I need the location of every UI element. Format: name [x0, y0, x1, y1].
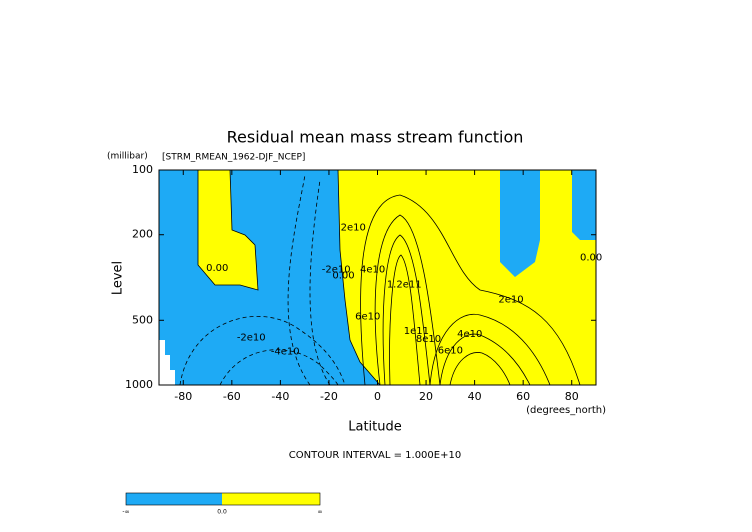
- colorbar: -∞ 0.0 ∞: [122, 492, 323, 516]
- colorbar-positive: [222, 493, 320, 505]
- contour-label: 2e10: [498, 294, 523, 305]
- contour-label: 1e11: [404, 326, 429, 337]
- x-tick-label: 80: [565, 390, 579, 403]
- contour-line: [429, 313, 551, 386]
- y-units: (millibar): [107, 152, 148, 162]
- x-tick-label: 60: [516, 390, 530, 403]
- contour-label: -2e10: [237, 332, 266, 343]
- subtitle: [STRM_RMEAN_1962-DJF_NCEP]: [162, 153, 305, 163]
- contour-label: 6e10: [355, 311, 380, 322]
- x-tick-label: -20: [320, 390, 338, 403]
- contour-line: [309, 179, 331, 386]
- contour-label: -4e10: [271, 347, 300, 358]
- contour-label: 2e10: [341, 222, 366, 233]
- x-tick-label: -40: [271, 390, 289, 403]
- x-units: (degrees_north): [526, 405, 606, 416]
- x-tick-label: 20: [419, 390, 433, 403]
- colorbar-label: ∞: [318, 509, 323, 516]
- contour-line: [382, 234, 431, 386]
- y-tick-label: 1000: [125, 378, 153, 391]
- contour-label: 4e10: [360, 264, 385, 275]
- contour-label: -2e10: [322, 264, 351, 275]
- x-tick-label: 40: [468, 390, 482, 403]
- field: [158, 169, 597, 386]
- colorbar-frame: [125, 492, 321, 506]
- y-tick-label: 500: [132, 313, 153, 326]
- contour-line: [449, 352, 511, 386]
- x-tick-label: -60: [223, 390, 241, 403]
- colorbar-label: 0.0: [217, 509, 227, 516]
- contour-line: [219, 349, 339, 386]
- colorbar-negative: [126, 493, 222, 505]
- colorbar-label: -∞: [122, 509, 129, 516]
- y-tick-label: 200: [132, 228, 153, 241]
- contour-label: 6e10: [438, 345, 463, 356]
- contour-label: 1.2e11: [387, 279, 422, 290]
- missing-region: [159, 340, 175, 385]
- contour-label: 0.00: [332, 271, 354, 282]
- chart-title: Residual mean mass stream function: [227, 128, 524, 147]
- y-tick-label: 100: [132, 163, 153, 176]
- x-tick-label: -80: [174, 390, 192, 403]
- contour-line: [374, 214, 441, 386]
- contour-line: [389, 254, 421, 386]
- contour-line: [360, 194, 581, 386]
- contour-label: 4e10: [457, 329, 482, 340]
- x-axis-label: Latitude: [348, 420, 402, 435]
- y-axis-label: Level: [111, 261, 126, 295]
- contour-line: [197, 169, 259, 291]
- contour-line: [287, 174, 311, 386]
- contour-line: [439, 333, 531, 386]
- x-tick-label: 0: [374, 390, 381, 403]
- contour-label: 0.00: [580, 252, 602, 263]
- contour-line: [179, 316, 346, 386]
- positive-region: [198, 170, 258, 290]
- contour-label: 0.00: [206, 263, 228, 274]
- contour-label: 8e10: [416, 334, 441, 345]
- contour-interval: CONTOUR INTERVAL = 1.000E+10: [289, 450, 461, 461]
